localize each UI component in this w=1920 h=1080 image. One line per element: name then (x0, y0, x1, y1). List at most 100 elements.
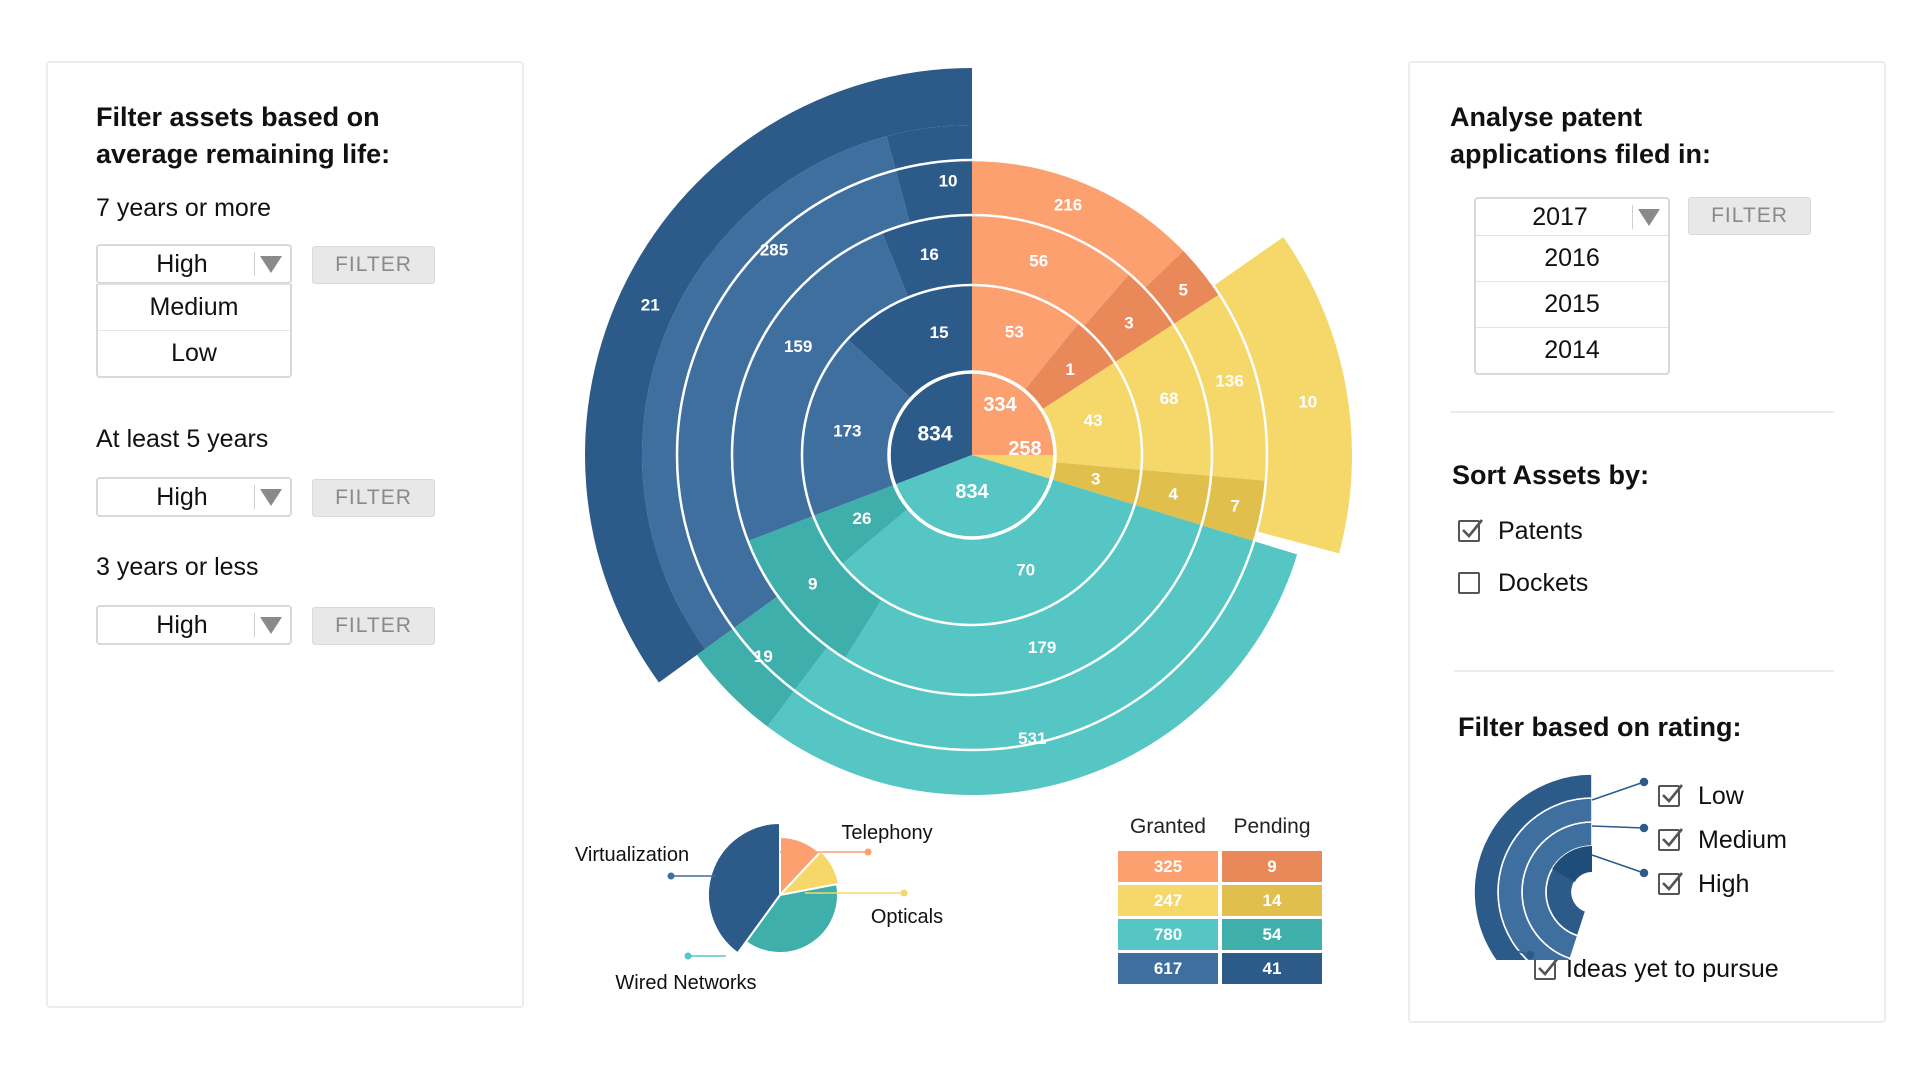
optical-ring2-a-label: 68 (1160, 389, 1179, 408)
telephony-ring1-b-label: 1 (1065, 360, 1074, 379)
table-cell: 41 (1222, 953, 1322, 984)
year-option-2016[interactable]: 2016 (1476, 235, 1668, 281)
filter-3-years-button[interactable]: FILTER (312, 607, 435, 645)
group-label-7-years: 7 years or more (96, 194, 272, 222)
table-cell: 14 (1222, 885, 1322, 916)
filter-7-years-button[interactable]: FILTER (312, 246, 435, 284)
optical-ring3-a-label: 136 (1215, 372, 1243, 391)
rating-high-checkbox[interactable] (1658, 872, 1684, 895)
life-3-years-select[interactable]: High (96, 605, 292, 645)
rating-low-checkbox[interactable] (1658, 784, 1684, 807)
life-5-years-select-value: High (156, 483, 208, 511)
telephony-ring2-b-label: 3 (1124, 314, 1133, 333)
divider (1454, 670, 1834, 672)
patent-analysis-title-line2: applications filed in: (1450, 139, 1712, 169)
year-option-2015[interactable]: 2015 (1476, 281, 1668, 327)
filter-5-years-button[interactable]: FILTER (312, 479, 435, 517)
rating-ideas-label: Ideas yet to pursue (1566, 955, 1779, 983)
year-filter-button[interactable]: FILTER (1688, 197, 1811, 235)
dropdown-option-medium[interactable]: Medium (98, 284, 290, 330)
patents-label: Patents (1498, 517, 1583, 545)
rating-medium-checkbox[interactable] (1658, 828, 1684, 851)
rating-low-label: Low (1698, 782, 1744, 810)
pie-label-wired-networks: Wired Networks (615, 972, 756, 994)
virtual-outer (584, 68, 972, 683)
optical-core-b (972, 455, 1055, 480)
select-separator (1632, 205, 1633, 229)
chevron-down-icon[interactable] (1638, 209, 1660, 226)
life-7-years-dropdown: Medium Low (96, 284, 292, 378)
group-label-3-years: 3 years or less (96, 553, 259, 581)
virtual-outer-label: 21 (641, 295, 660, 314)
rating-arc-chart (1473, 773, 1649, 960)
wired-core (894, 455, 1052, 538)
optical-ring3-b (1201, 475, 1266, 542)
rating-arc-ring-4 (1473, 773, 1593, 960)
dropdown-option-low[interactable]: Low (98, 330, 290, 376)
category-pie-chart: Telephony Opticals Wired Networks Virtua… (575, 821, 943, 994)
checkmark-icon (1662, 828, 1684, 847)
optical-ring1-a (1041, 362, 1143, 470)
telephony-ring1-b (1024, 322, 1115, 410)
leader-dot (684, 952, 692, 960)
patent-analysis-panel: Analyse patent applications filed in: 20… (1408, 61, 1886, 1023)
table-cell: 54 (1222, 919, 1322, 950)
virtual-ring1-a (802, 339, 912, 516)
rating-title: Filter based on rating: (1458, 712, 1742, 742)
asset-life-filter-panel: Filter assets based on average remaining… (46, 61, 524, 1008)
select-separator (254, 252, 255, 276)
rating-leader-line (1591, 854, 1645, 874)
checkmark-icon (1462, 519, 1484, 538)
telephony-ring2-a-label: 56 (1029, 252, 1048, 271)
wired-ring3-a (767, 525, 1298, 796)
virtual-ring3-a-label: 285 (760, 240, 788, 259)
rating-ideas-checkbox[interactable] (1534, 957, 1560, 980)
leader-dot (1525, 950, 1535, 960)
life-5-years-select[interactable]: High (96, 477, 292, 517)
telephony-ring2-a (972, 215, 1130, 327)
checkmark-icon (1538, 957, 1560, 976)
chevron-down-icon[interactable] (260, 256, 282, 273)
ring-divider-middle (730, 213, 1214, 697)
telephony-core (972, 372, 1055, 455)
year-select[interactable]: 2017 (1474, 197, 1670, 237)
virtual-ring2-b-label: 16 (920, 245, 939, 264)
dockets-checkbox[interactable] (1458, 572, 1480, 594)
select-separator (254, 613, 255, 637)
rating-leader-line (1489, 942, 1531, 956)
pie-slice-virtualization (707, 821, 781, 955)
pie-label-opticals: Opticals (871, 906, 943, 928)
leader-dot (1639, 777, 1649, 787)
group-label-5-years: At least 5 years (96, 425, 269, 453)
table-cell: 247 (1118, 885, 1218, 916)
virtual-ring3-b (886, 125, 972, 224)
optical-ring3-b-label: 7 (1230, 497, 1239, 516)
chevron-down-icon[interactable] (260, 617, 282, 634)
wired-ring3-b-label: 19 (754, 647, 773, 666)
chevron-down-icon[interactable] (260, 489, 282, 506)
telephony-total: 334 (983, 394, 1017, 416)
year-select-value: 2017 (1532, 203, 1588, 231)
telephony-ring1-a (972, 285, 1079, 391)
rating-high-label: High (1698, 870, 1750, 898)
year-option-2014[interactable]: 2014 (1476, 327, 1668, 373)
patents-checkbox[interactable] (1458, 519, 1484, 542)
optical-ring1-b-label: 3 (1091, 470, 1100, 489)
optical-ring2-a (1114, 324, 1212, 476)
wired-ring1-b (813, 484, 909, 565)
telephony-ring1-a-label: 53 (1005, 323, 1024, 342)
life-7-years-select[interactable]: High (96, 244, 292, 284)
virtual-ring2-a-label: 159 (784, 337, 812, 356)
optical-ring2-b-label: 4 (1168, 485, 1178, 504)
ring-divider-inner (800, 283, 1144, 627)
virtual-ring3-a (642, 136, 910, 649)
leader-dot (1639, 868, 1649, 878)
pie-slice-wired-networks (744, 882, 839, 954)
leader-dot (1639, 823, 1649, 833)
table-cell: 617 (1118, 953, 1218, 984)
checkmark-icon (1662, 872, 1684, 891)
life-3-years-select-value: High (156, 611, 208, 639)
center-total: 834 (917, 423, 952, 446)
virtual-ring3-b-label: 10 (939, 172, 958, 191)
